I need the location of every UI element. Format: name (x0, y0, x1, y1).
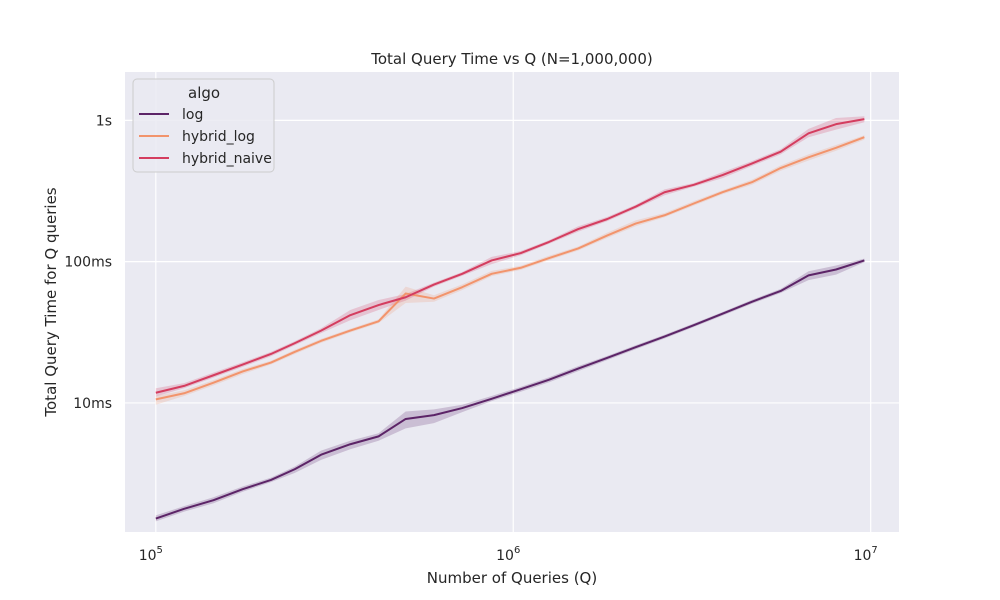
x-tick-label: 107 (854, 545, 878, 564)
legend-items: log hybrid_log hybrid_naive (139, 107, 272, 167)
legend-label-hybrid-naive: hybrid_naive (182, 151, 272, 167)
series-lines (155, 118, 865, 520)
line-hybrid-naive (155, 118, 865, 394)
y-tick-label: 10ms (73, 396, 112, 412)
y-tick-label: 100ms (64, 255, 112, 271)
y-axis-title: Total Query Time for Q queries (42, 187, 60, 417)
legend-title: algo (188, 84, 220, 102)
y-axis-ticks: 10ms 100ms 1s (64, 113, 112, 412)
line-log (155, 259, 865, 520)
x-axis-title: Number of Queries (Q) (427, 569, 597, 587)
x-axis-ticks: 105 106 107 (139, 545, 878, 564)
legend-label-log: log (182, 107, 203, 123)
x-tick-label: 105 (139, 545, 163, 564)
legend: algo log hybrid_log hybrid_naive (132, 78, 275, 173)
chart-title: Total Query Time vs Q (N=1,000,000) (370, 50, 653, 68)
legend-label-hybrid-log: hybrid_log (182, 129, 255, 145)
y-tick-label: 1s (96, 113, 112, 129)
x-tick-label: 106 (496, 545, 520, 564)
legend-box (132, 78, 275, 173)
line-hybrid-log (155, 136, 865, 401)
